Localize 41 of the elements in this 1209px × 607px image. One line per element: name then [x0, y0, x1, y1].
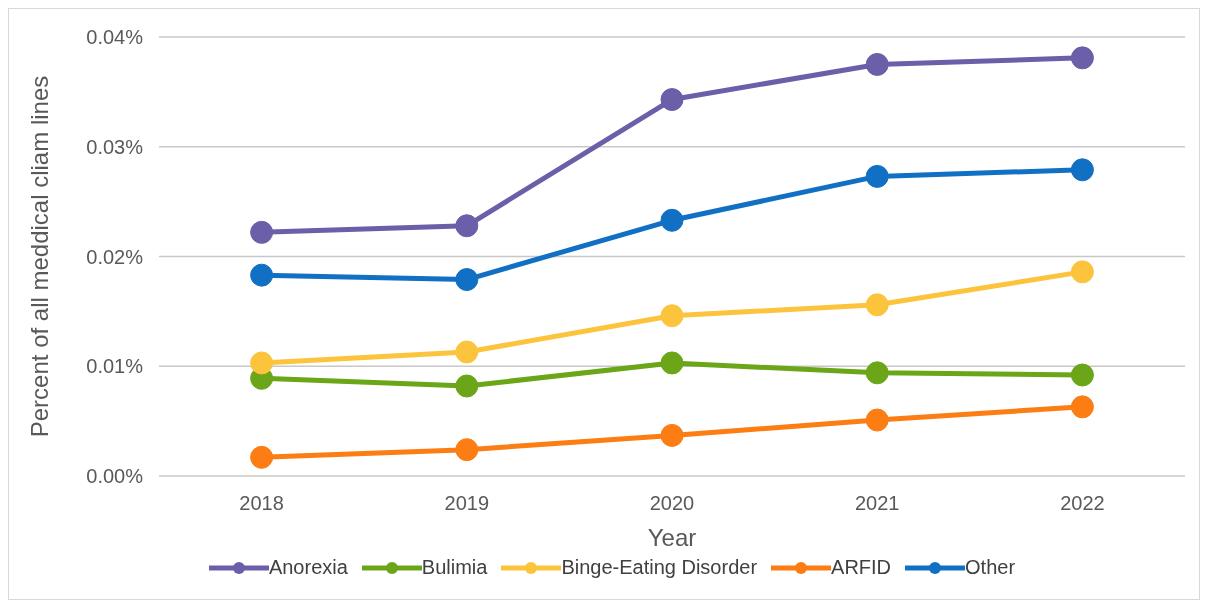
point [250, 220, 274, 244]
point [660, 423, 684, 447]
x-axis-title: Year [647, 524, 697, 551]
point [660, 351, 684, 375]
point [455, 268, 479, 292]
y-tick-label: 0.02% [86, 245, 144, 268]
legend-label: Other [965, 556, 1016, 579]
y-tick-label: 0.03% [86, 135, 144, 158]
point [455, 340, 479, 364]
point [1070, 395, 1094, 419]
point [660, 88, 684, 112]
point [1070, 158, 1094, 182]
x-tick-label: 2018 [239, 492, 284, 515]
point [865, 408, 889, 432]
legend-label: Binge-Eating Disorder [561, 556, 758, 579]
x-tick-label: 2019 [444, 492, 490, 515]
x-tick-label: 2021 [854, 492, 900, 515]
y-tick-label: 0.04% [86, 26, 144, 49]
y-tick-label: 0.01% [86, 355, 144, 378]
point [1070, 260, 1094, 284]
legend-label: Bulimia [421, 556, 488, 579]
point [660, 304, 684, 328]
y-axis-title: Percent of all meddical cliam lines [25, 75, 53, 438]
point [660, 208, 684, 232]
point [455, 214, 479, 238]
point [1070, 363, 1094, 387]
point [865, 164, 889, 188]
point [455, 438, 479, 462]
x-tick-label: 2020 [649, 492, 695, 515]
point [865, 361, 889, 385]
legend-label: ARFID [831, 556, 892, 579]
point [865, 52, 889, 76]
point [250, 263, 274, 287]
x-tick-label: 2022 [1060, 492, 1105, 515]
point [250, 351, 274, 375]
point [1070, 46, 1094, 70]
point [455, 374, 479, 398]
point [250, 445, 274, 469]
y-tick-label: 0.00% [86, 465, 144, 488]
point [865, 293, 889, 317]
legend-label: Anorexia [268, 556, 348, 579]
